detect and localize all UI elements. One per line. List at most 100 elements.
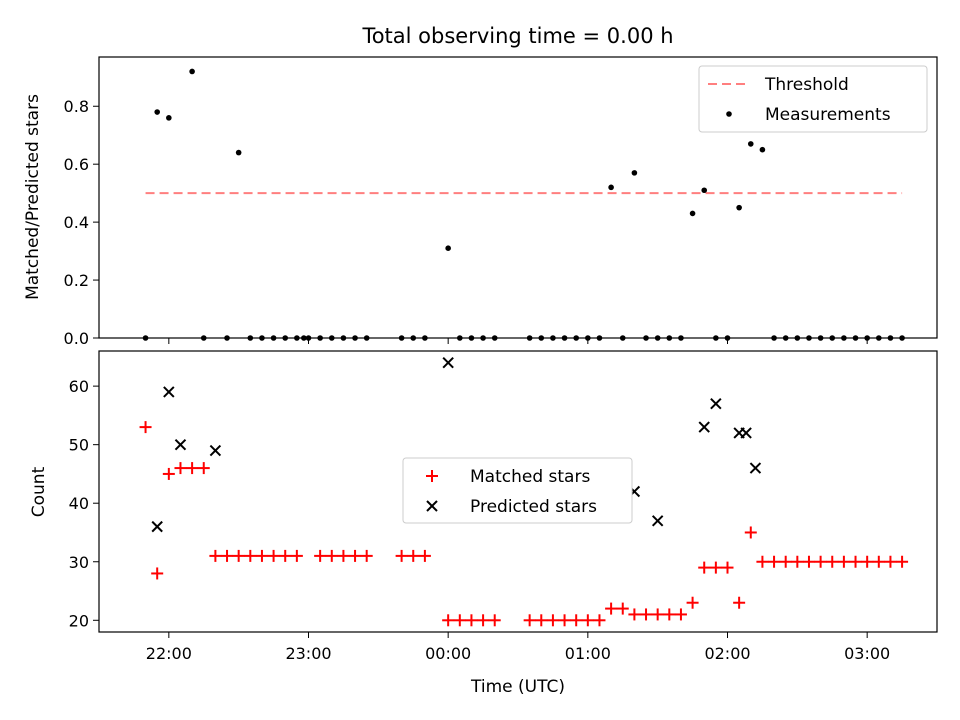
matched-star-point <box>558 614 571 627</box>
top-legend-box <box>698 65 928 133</box>
measurement-point <box>142 335 149 341</box>
matched-star-point <box>477 614 490 627</box>
matched-star-point <box>663 608 676 621</box>
measurement-point <box>235 149 242 156</box>
x-tick-label: 02:00 <box>704 644 750 663</box>
matched-stars-points <box>139 421 909 627</box>
measurement-point <box>166 115 172 121</box>
matched-star-point <box>535 614 548 627</box>
legend-predicted-swatch <box>426 500 438 512</box>
predicted-star-point <box>163 386 175 398</box>
matched-star-point <box>349 549 362 562</box>
matched-star-point <box>221 549 234 562</box>
matched-star-point <box>360 549 373 562</box>
matched-star-point <box>884 555 897 568</box>
measurement-point <box>340 335 347 341</box>
bottom-y-tick-label: 60 <box>69 377 89 396</box>
x-tick-label: 22:00 <box>146 644 192 663</box>
measurement-point <box>654 335 661 341</box>
matched-star-point <box>232 549 245 562</box>
measurement-point <box>363 335 370 341</box>
measurement-point <box>410 335 417 341</box>
measurement-point <box>282 335 289 341</box>
matched-star-point <box>674 608 687 621</box>
measurement-point <box>305 335 312 341</box>
measurement-point <box>457 335 463 341</box>
measurement-point <box>747 141 754 147</box>
measurement-point <box>817 335 824 341</box>
measurement-point <box>480 335 486 341</box>
predicted-star-point <box>749 462 762 474</box>
legend-matched-label: Matched stars <box>470 467 590 487</box>
top-y-tick-label: 0.8 <box>64 97 89 116</box>
top-plot-frame <box>98 56 938 339</box>
matched-star-point <box>209 549 222 562</box>
matched-star-point <box>837 555 850 568</box>
predicted-star-point <box>698 421 710 433</box>
matched-star-point <box>255 549 268 562</box>
predicted-star-stroke-b <box>710 397 722 410</box>
measurement-point <box>724 335 731 341</box>
matched-star-point <box>861 555 874 568</box>
legend-matched-swatch <box>426 470 438 482</box>
measurement-point <box>713 335 719 341</box>
measurement-point <box>619 335 626 341</box>
predicted-star-stroke-b <box>698 421 710 433</box>
measurement-point <box>782 335 789 341</box>
matched-star-point <box>162 467 175 480</box>
measurement-point <box>864 335 870 341</box>
matched-star-point <box>453 614 466 627</box>
predicted-star-point <box>151 520 163 533</box>
top-legend: Threshold Measurements <box>698 65 928 133</box>
matched-star-point <box>616 602 629 615</box>
measurement-point <box>806 335 812 341</box>
matched-star-point <box>686 596 699 609</box>
matched-star-point <box>151 567 164 580</box>
measurement-point <box>189 68 195 75</box>
measurement-point <box>689 210 696 217</box>
matched-star-point <box>651 608 664 621</box>
measurement-point <box>422 335 428 341</box>
measurement-point <box>736 204 742 211</box>
measurement-point <box>550 335 556 341</box>
legend-measurements-label: Measurements <box>765 105 891 125</box>
matched-star-point <box>546 614 559 627</box>
measurement-point <box>259 335 265 341</box>
measurement-point <box>294 335 300 341</box>
measurement-point <box>270 335 277 341</box>
x-tick-label: 01:00 <box>565 644 611 663</box>
predicted-star-point <box>174 438 187 451</box>
top-y-tick-label: 0.0 <box>64 329 89 348</box>
predicted-star-stroke-b <box>442 357 454 369</box>
predicted-star-stroke-b <box>209 444 222 457</box>
matched-star-point <box>826 555 839 568</box>
matched-star-point <box>721 561 734 574</box>
measurement-point <box>154 109 160 115</box>
matched-star-point <box>325 549 338 562</box>
matched-star-point <box>814 555 827 568</box>
matched-star-point <box>290 549 303 562</box>
bottom-y-tick-label: 30 <box>69 553 89 572</box>
measurement-point <box>526 335 533 341</box>
top-y-tick-label: 0.6 <box>64 155 89 174</box>
legend-predicted-label: Predicted stars <box>470 497 597 517</box>
matched-star-point <box>744 526 757 539</box>
measurement-point <box>585 335 591 341</box>
measurement-point <box>841 335 847 341</box>
measurement-point <box>643 335 649 341</box>
chart-title: Total observing time = 0.00 h <box>361 24 673 48</box>
bottom-y-ticks: 20 30 40 50 60 <box>69 377 99 630</box>
matched-star-point <box>802 555 815 568</box>
top-y-tick-label: 0.2 <box>64 271 89 290</box>
measurement-point <box>491 335 498 341</box>
x-tick-label: 23:00 <box>285 644 331 663</box>
predicted-star-point <box>442 357 454 369</box>
matched-star-point <box>418 549 431 562</box>
matched-star-point <box>407 549 420 562</box>
top-y-axis-label: Matched/Predicted stars <box>23 94 43 300</box>
matched-star-point <box>581 614 594 627</box>
x-tick-label: 00:00 <box>425 644 471 663</box>
matched-star-point <box>605 602 618 615</box>
measurement-point <box>224 335 230 341</box>
matched-star-point <box>523 614 536 627</box>
